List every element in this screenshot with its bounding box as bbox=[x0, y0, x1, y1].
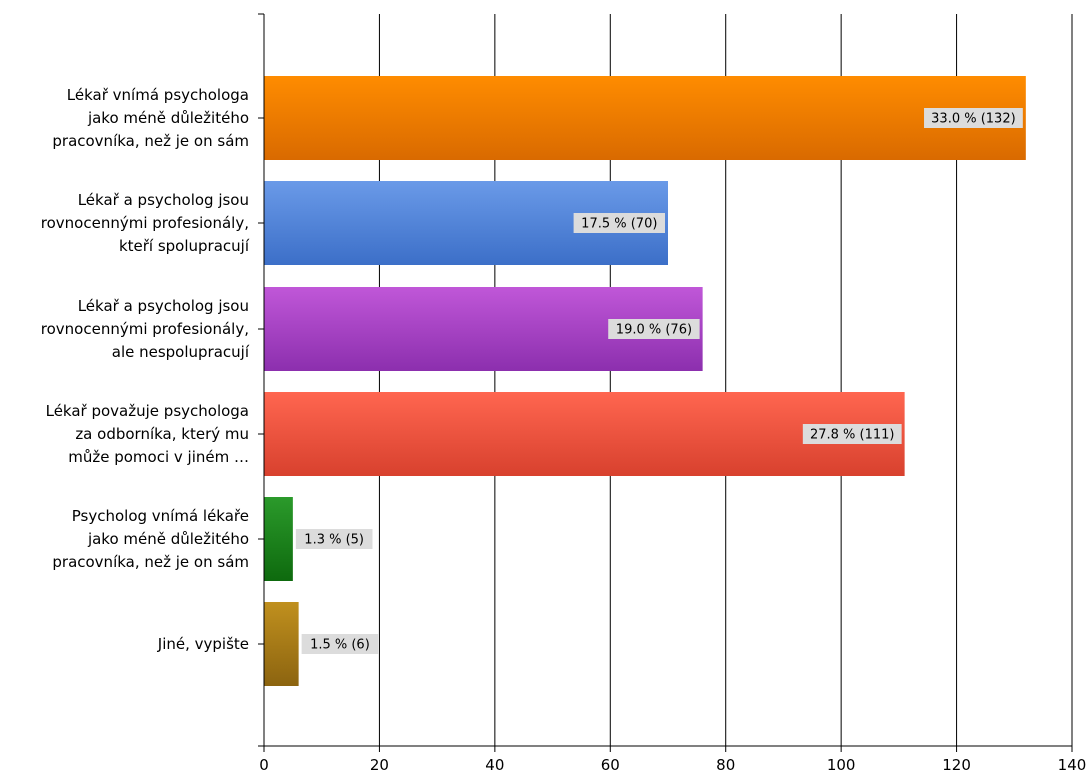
bar-3 bbox=[264, 392, 905, 476]
category-label-0: Lékař vnímá psychologa jako méně důležité… bbox=[0, 84, 249, 153]
category-label-line: za odborníka, který mu bbox=[75, 424, 249, 443]
category-label-line: Lékař a psycholog jsou bbox=[77, 190, 249, 209]
x-tick-label-140: 140 bbox=[1058, 756, 1087, 774]
x-tick-label-20: 20 bbox=[370, 756, 389, 774]
category-label-line: pracovníka, než je on sám bbox=[52, 552, 249, 571]
category-label-line: Jiné, vypište bbox=[157, 634, 249, 653]
category-label-line: jako méně důležitého bbox=[87, 108, 249, 127]
x-tick-label-80: 80 bbox=[716, 756, 735, 774]
data-label-1: 17.5 % (70) bbox=[581, 217, 657, 232]
category-label-line: rovnocennými profesionály, bbox=[40, 213, 249, 232]
category-label-line: může pomoci v jiném … bbox=[68, 447, 249, 466]
category-label-3: Lékař považuje psychologa za odborníka, k… bbox=[0, 400, 249, 469]
data-label-4: 1.3 % (5) bbox=[304, 533, 364, 548]
data-label-bg-0 bbox=[924, 108, 1023, 128]
data-label-3: 27.8 % (111) bbox=[810, 428, 895, 443]
category-label-line: kteří spolupracují bbox=[118, 236, 249, 255]
category-label-line: Lékař považuje psychologa bbox=[45, 401, 249, 420]
category-label-line: pracovníka, než je on sám bbox=[52, 131, 249, 150]
data-label-0: 33.0 % (132) bbox=[931, 112, 1016, 127]
x-tick-label-100: 100 bbox=[827, 756, 856, 774]
category-label-5: Jiné, vypište bbox=[0, 633, 249, 656]
category-label-line: ale nespolupracují bbox=[111, 342, 249, 361]
category-label-line: Lékař a psycholog jsou bbox=[77, 296, 249, 315]
x-tick-label-60: 60 bbox=[601, 756, 620, 774]
data-label-bg-4 bbox=[295, 529, 373, 549]
x-tick-label-120: 120 bbox=[942, 756, 971, 774]
category-label-line: Lékař vnímá psychologa bbox=[66, 85, 249, 104]
category-label-line: rovnocennými profesionály, bbox=[40, 319, 249, 338]
data-label-bg-3 bbox=[802, 424, 902, 444]
data-label-bg-2 bbox=[608, 319, 700, 339]
bar-0 bbox=[264, 76, 1026, 160]
category-label-4: Psycholog vnímá lékaře jako méně důležité… bbox=[0, 505, 249, 574]
category-label-line: Psycholog vnímá lékaře bbox=[71, 506, 249, 525]
data-label-bg-5 bbox=[301, 634, 379, 654]
bar-5 bbox=[264, 602, 299, 686]
data-label-2: 19.0 % (76) bbox=[616, 323, 692, 338]
category-label-1: Lékař a psycholog jsou rovnocennými profe… bbox=[0, 189, 249, 258]
data-label-5: 1.5 % (6) bbox=[310, 638, 370, 653]
data-label-bg-1 bbox=[573, 213, 665, 233]
bar-4 bbox=[264, 497, 293, 581]
x-tick-label-40: 40 bbox=[485, 756, 504, 774]
category-label-2: Lékař a psycholog jsou rovnocennými profe… bbox=[0, 295, 249, 364]
category-label-line: jako méně důležitého bbox=[87, 529, 249, 548]
x-tick-label-0: 0 bbox=[259, 756, 269, 774]
